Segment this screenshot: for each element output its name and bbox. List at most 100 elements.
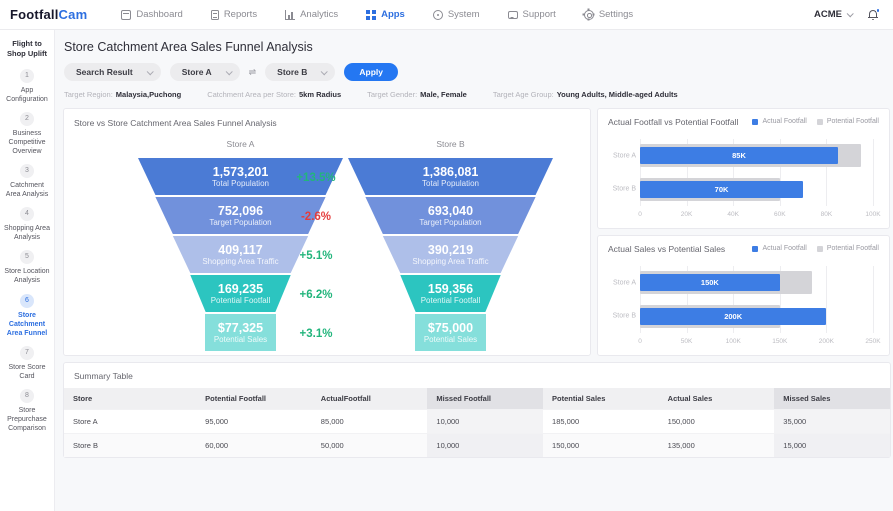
table-cell: 10,000: [427, 409, 544, 434]
bar-row-store-a: Store A 85K: [613, 144, 873, 168]
filter-bar: Search Result Store A ⇌ Store B Apply: [64, 63, 890, 81]
step-number: 1: [20, 68, 34, 83]
search-result-dropdown[interactable]: Search Result: [64, 63, 161, 81]
table-cell: Store B: [64, 433, 197, 457]
funnel-b-segments: 1,386,081 Total Population 693,040 Target P…: [348, 158, 553, 351]
store-a-dropdown[interactable]: Store A: [169, 63, 240, 81]
meta-label: Target Age Group:: [492, 90, 554, 99]
nav-item-label: System: [447, 9, 480, 20]
funnel-delta-0: +13.5%: [296, 171, 336, 184]
sidebar-step-1[interactable]: 1 App Configuration: [2, 68, 52, 104]
table-cell: 150,000: [658, 409, 775, 434]
meta-value: Male, Female: [420, 90, 467, 99]
bar-value-label: 85K: [732, 151, 746, 161]
table-header-missed-footfall: Missed Footfall: [427, 388, 544, 410]
table-row[interactable]: Store B 60,000 50,000 10,000 150,000 135,000 1…: [64, 433, 890, 457]
funnel-segment-target-population: 693,040 Target Population: [365, 197, 536, 234]
step-number: 7: [20, 345, 34, 360]
funnel-segment-shopping-area-traffic: 409,117 Shopping Area Traffic: [172, 236, 309, 273]
chevron-down-icon: [225, 67, 233, 75]
category-label: Store B: [612, 185, 636, 193]
segment-value: 390,219: [427, 242, 474, 257]
page-title: Store Catchment Area Sales Funnel Analys…: [64, 40, 313, 54]
nav-item-apps[interactable]: Apps: [366, 9, 405, 20]
axis-tick-label: 100K: [725, 338, 741, 345]
chart-legend: Actual Footfall Potential Footfall: [752, 245, 879, 252]
legend-label: Actual Footfall: [762, 245, 807, 252]
dashboard-icon: [121, 9, 132, 20]
chevron-down-icon: [146, 67, 154, 75]
legend-label: Potential Footfall: [826, 118, 879, 125]
bar-value-label: 200K: [724, 311, 743, 321]
nav-item-dashboard[interactable]: Dashboard: [121, 9, 183, 20]
sidebar-step-5[interactable]: 5 Store Location Analysis: [2, 250, 52, 285]
nav-item-analytics[interactable]: Analytics: [285, 9, 338, 20]
analytics-icon: [285, 9, 296, 20]
sidebar-step-2[interactable]: 2 Business Competitive Overview: [2, 111, 52, 156]
segment-label: Potential Sales: [213, 335, 268, 345]
table-cell: 185,000: [543, 409, 659, 434]
nav-item-settings[interactable]: Settings: [583, 9, 633, 20]
funnel-delta-3: +6.2%: [299, 288, 333, 301]
step-label: Shopping Area Analysis: [4, 225, 50, 242]
axis-tick-label: 60K: [774, 211, 786, 218]
gridline: [779, 139, 781, 206]
account-dropdown[interactable]: ACME: [814, 9, 854, 20]
step-label: Store Catchment Area Funnel: [6, 311, 48, 337]
sidebar-step-6[interactable]: 6 Store Catchment Area Funnel: [2, 293, 52, 338]
main-content: Store Catchment Area Sales Funnel Analys…: [55, 30, 893, 511]
notifications-bell-icon[interactable]: [868, 8, 880, 21]
apply-button[interactable]: Apply: [344, 63, 399, 81]
funnel-chart-card: Store vs Store Catchment Area Sales Funn…: [63, 108, 591, 356]
nav-item-system[interactable]: System: [432, 9, 480, 20]
table-row[interactable]: Store A 95,000 85,000 10,000 185,000 150,000 3…: [64, 409, 890, 434]
segment-value: $77,325: [217, 320, 264, 335]
gridline: [733, 139, 735, 206]
table-cell: 150,000: [543, 433, 659, 457]
sidebar-step-4[interactable]: 4 Shopping Area Analysis: [2, 207, 52, 242]
axis-tick-label: 150K: [772, 338, 788, 345]
segment-value: $75,000: [427, 320, 474, 335]
bar-value-label: 150K: [700, 278, 719, 288]
axis-tick-label: 0: [638, 338, 642, 345]
summary-table: Store Potential Footfall ActualFootfall Mis…: [64, 388, 890, 457]
bar-value-label: 70K: [714, 184, 729, 194]
right-charts-column: Actual Footfall vs Potential Footfall Act…: [597, 108, 890, 356]
gridline: [826, 266, 828, 333]
step-label: Store Location Analysis: [4, 268, 50, 285]
segment-value: 693,040: [427, 203, 474, 218]
table-cell: Store A: [64, 409, 197, 434]
nav-item-support[interactable]: Support: [507, 9, 556, 20]
axis-ticks: 0 50K 100K 150K 200K 250K: [638, 338, 880, 348]
logo-text-cam: Cam: [58, 7, 88, 22]
sidebar-step-8[interactable]: 8 Store Prepurchase Comparison: [2, 389, 52, 433]
search-result-label: Search Result: [76, 67, 133, 77]
sidebar-step-3[interactable]: 3 Catchment Area Analysis: [2, 163, 52, 199]
legend-label: Potential Footfall: [826, 245, 879, 252]
steps-sidebar: Flight to Shop Uplift 1 App Configuration…: [0, 30, 55, 511]
settings-icon: [583, 9, 594, 20]
table-cell: 85,000: [311, 409, 428, 434]
category-label: Store A: [613, 152, 636, 160]
step-label: Store Prepurchase Comparison: [7, 407, 47, 433]
segment-label: Potential Footfall: [420, 296, 481, 306]
step-label: Store Score Card: [8, 363, 46, 380]
store-b-dropdown[interactable]: Store B: [265, 63, 336, 81]
nav-item-reports[interactable]: Reports: [210, 9, 257, 20]
table-header-actual-sales: Actual Sales: [658, 388, 775, 410]
table-cell: 15,000: [774, 433, 890, 457]
axis-tick-label: 100K: [865, 211, 881, 218]
table-cell: 50,000: [311, 433, 428, 457]
legend-swatch: [816, 118, 823, 125]
support-icon: [507, 10, 518, 19]
legend-swatch: [752, 245, 759, 252]
gridline: [640, 266, 641, 333]
bar-row-store-b: Store B 70K: [613, 177, 873, 201]
actual-bar: 150K: [640, 274, 780, 292]
gridline: [826, 139, 828, 206]
gridline: [873, 139, 874, 206]
table-header-store: Store: [64, 388, 197, 410]
footfall-bar-chart-card: Actual Footfall vs Potential Footfall Act…: [597, 108, 890, 229]
sidebar-step-7[interactable]: 7 Store Score Card: [2, 345, 52, 381]
step-number: 2: [20, 111, 34, 126]
